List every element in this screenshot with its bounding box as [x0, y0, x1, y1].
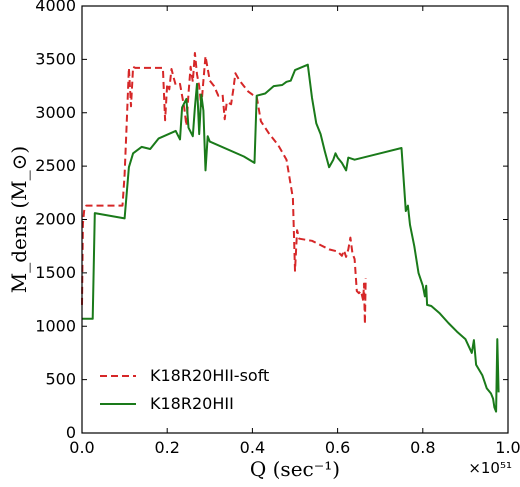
y-tick-label: 3000: [35, 103, 76, 122]
x-tick-label: 0.0: [69, 438, 94, 457]
y-tick-label: 0: [66, 423, 76, 442]
y-tick-label: 3500: [35, 49, 76, 68]
y-tick-label: 500: [45, 370, 76, 389]
y-tick-label: 1500: [35, 263, 76, 282]
x-axis-multiplier: ×10⁵¹: [468, 459, 512, 477]
legend-label-2: K18R20HII: [150, 394, 234, 413]
x-tick-label: 0.2: [154, 438, 179, 457]
series-line-1: [81, 52, 367, 326]
legend: K18R20HII-soft K18R20HII: [100, 366, 269, 413]
x-tick-label: 0.4: [240, 438, 265, 457]
x-tick-label: 0.8: [410, 438, 435, 457]
y-tick-label: 2000: [35, 210, 76, 229]
y-tick-label: 4000: [35, 0, 76, 15]
y-tick-label: 1000: [35, 316, 76, 335]
x-axis-label: Q (sec⁻¹): [250, 457, 340, 481]
series-layer: [81, 52, 500, 413]
x-tick-label: 1.0: [495, 438, 520, 457]
x-tick-label: 0.6: [325, 438, 350, 457]
y-tick-label: 2500: [35, 156, 76, 175]
series-line-2: [82, 63, 500, 413]
legend-label-1: K18R20HII-soft: [150, 366, 269, 385]
ticks-layer: 0.0 0.2 0.4 0.6 0.8 1.0 0 500 1000 1500 2000 2500 30…: [35, 0, 520, 457]
y-axis-label: M_dens (M_⊙): [7, 146, 31, 293]
